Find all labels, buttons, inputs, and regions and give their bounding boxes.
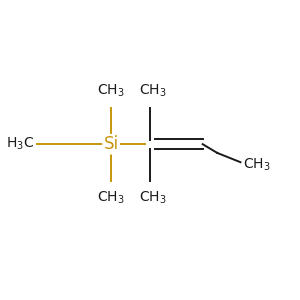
Text: CH$_3$: CH$_3$ — [140, 189, 167, 206]
Text: CH$_3$: CH$_3$ — [97, 83, 125, 99]
Text: H$_3$C: H$_3$C — [6, 136, 34, 152]
Text: CH$_3$: CH$_3$ — [140, 83, 167, 99]
Text: Si: Si — [103, 135, 119, 153]
Text: CH$_3$: CH$_3$ — [243, 157, 271, 173]
Text: CH$_3$: CH$_3$ — [97, 189, 125, 206]
